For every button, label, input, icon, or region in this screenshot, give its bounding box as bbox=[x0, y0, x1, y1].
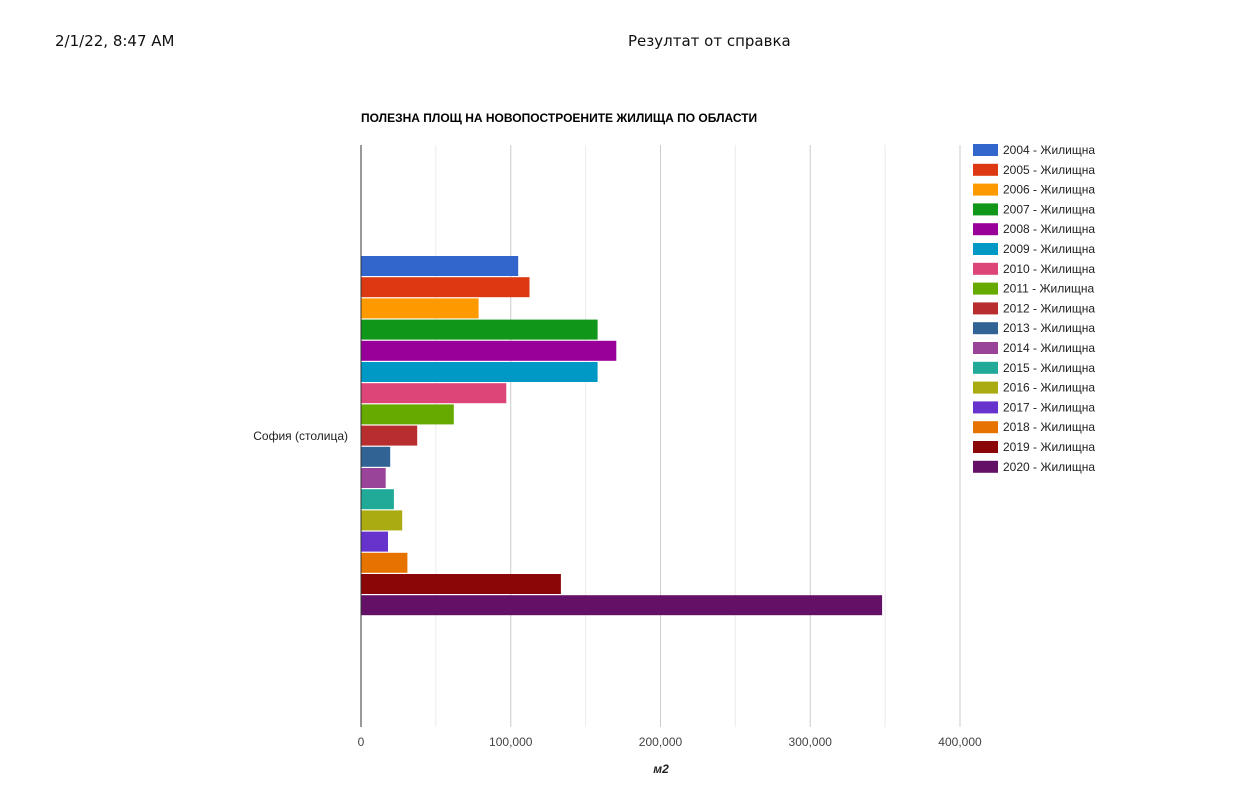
legend-swatch bbox=[973, 302, 998, 315]
print-date: 2/1/22, 8:47 AM bbox=[55, 32, 175, 50]
legend-label: 2008 - Жилищна bbox=[1003, 222, 1095, 236]
x-tick-label: 300,000 bbox=[789, 735, 833, 749]
legend-item[interactable]: 2017 - Жилищна bbox=[973, 400, 1095, 414]
bar-2014[interactable] bbox=[361, 468, 386, 488]
legend-label: 2012 - Жилищна bbox=[1003, 301, 1095, 315]
legend-label: 2009 - Жилищна bbox=[1003, 242, 1095, 256]
bar-2019[interactable] bbox=[361, 574, 561, 594]
legend-swatch bbox=[973, 223, 998, 236]
legend-label: 2004 - Жилищна bbox=[1003, 143, 1095, 157]
legend-label: 2019 - Жилищна bbox=[1003, 440, 1095, 454]
bar-2004[interactable] bbox=[361, 256, 519, 276]
legend-item[interactable]: 2018 - Жилищна bbox=[973, 420, 1095, 434]
x-axis-title: м2 bbox=[653, 762, 669, 776]
legend-item[interactable]: 2013 - Жилищна bbox=[973, 321, 1095, 335]
legend-label: 2016 - Жилищна bbox=[1003, 381, 1095, 395]
legend-item[interactable]: 2006 - Жилищна bbox=[973, 183, 1095, 197]
legend-item[interactable]: 2007 - Жилищна bbox=[973, 202, 1095, 216]
bar-2020[interactable] bbox=[361, 595, 883, 616]
legend-item[interactable]: 2010 - Жилищна bbox=[973, 262, 1095, 276]
legend-item[interactable]: 2015 - Жилищна bbox=[973, 361, 1095, 375]
legend: 2004 - Жилищна 2005 - Жилищна 2006 - Жилищ… bbox=[973, 143, 1095, 474]
x-tick-label: 0 bbox=[358, 735, 365, 749]
gridlines bbox=[435, 145, 961, 727]
bar-2007[interactable] bbox=[361, 319, 598, 340]
legend-swatch bbox=[973, 381, 998, 394]
legend-swatch bbox=[973, 243, 998, 255]
chart-title: ПОЛЕЗНА ПЛОЩ НА НОВОПОСТРОЕНИТЕ ЖИЛИЩА П… bbox=[361, 111, 757, 125]
legend-swatch bbox=[973, 322, 998, 335]
legend-swatch bbox=[973, 163, 998, 176]
bar-2009[interactable] bbox=[361, 362, 598, 382]
legend-label: 2005 - Жилищна bbox=[1003, 163, 1095, 177]
x-axis-ticks: 0 100,000 200,000 300,000 400,000 bbox=[358, 735, 982, 749]
legend-swatch bbox=[973, 361, 998, 374]
legend-item[interactable]: 2014 - Жилищна bbox=[973, 341, 1095, 355]
legend-label: 2018 - Жилищна bbox=[1003, 420, 1095, 434]
legend-swatch bbox=[973, 441, 998, 453]
legend-label: 2011 - Жилищна bbox=[1003, 282, 1094, 296]
legend-label: 2020 - Жилищна bbox=[1003, 460, 1095, 474]
category-label: София (столица) bbox=[253, 429, 348, 443]
legend-swatch bbox=[973, 183, 998, 196]
legend-item[interactable]: 2009 - Жилищна bbox=[973, 242, 1095, 256]
legend-swatch bbox=[973, 401, 998, 414]
legend-item[interactable]: 2012 - Жилищна bbox=[973, 301, 1095, 315]
legend-label: 2007 - Жилищна bbox=[1003, 202, 1095, 216]
bar-2005[interactable] bbox=[361, 277, 530, 298]
legend-swatch bbox=[973, 460, 998, 473]
bar-2012[interactable] bbox=[361, 425, 418, 446]
legend-label: 2013 - Жилищна bbox=[1003, 321, 1095, 335]
bar-2018[interactable] bbox=[361, 552, 408, 573]
print-page-title: Резултат от справка bbox=[628, 32, 791, 50]
bar-2006[interactable] bbox=[361, 298, 479, 319]
bar-2011[interactable] bbox=[361, 404, 454, 425]
legend-item[interactable]: 2020 - Жилищна bbox=[973, 460, 1095, 474]
legend-label: 2015 - Жилищна bbox=[1003, 361, 1095, 375]
legend-label: 2017 - Жилищна bbox=[1003, 400, 1095, 414]
legend-item[interactable]: 2004 - Жилищна bbox=[973, 143, 1095, 157]
bar-2008[interactable] bbox=[361, 340, 617, 361]
legend-swatch bbox=[973, 203, 998, 216]
bar-2016[interactable] bbox=[361, 510, 403, 531]
x-tick-label: 100,000 bbox=[489, 735, 533, 749]
legend-item[interactable]: 2005 - Жилищна bbox=[973, 163, 1095, 177]
bar-2010[interactable] bbox=[361, 383, 507, 404]
legend-item[interactable]: 2019 - Жилищна bbox=[973, 440, 1095, 454]
legend-swatch bbox=[973, 262, 998, 275]
bar-2015[interactable] bbox=[361, 489, 394, 510]
bar-2017[interactable] bbox=[361, 531, 388, 552]
legend-item[interactable]: 2008 - Жилищна bbox=[973, 222, 1095, 236]
legend-label: 2010 - Жилищна bbox=[1003, 262, 1095, 276]
legend-item[interactable]: 2016 - Жилищна bbox=[973, 381, 1095, 395]
legend-swatch bbox=[973, 282, 998, 295]
legend-swatch bbox=[973, 342, 998, 354]
x-tick-label: 200,000 bbox=[639, 735, 683, 749]
bars bbox=[361, 256, 883, 616]
legend-label: 2006 - Жилищна bbox=[1003, 183, 1095, 197]
print-header: 2/1/22, 8:47 AM Резултат от справка bbox=[0, 30, 1240, 52]
bar-2013[interactable] bbox=[361, 446, 391, 467]
legend-item[interactable]: 2011 - Жилищна bbox=[973, 282, 1094, 296]
legend-label: 2014 - Жилищна bbox=[1003, 341, 1095, 355]
x-tick-label: 400,000 bbox=[938, 735, 982, 749]
legend-swatch bbox=[973, 421, 998, 434]
legend-swatch bbox=[973, 144, 998, 156]
